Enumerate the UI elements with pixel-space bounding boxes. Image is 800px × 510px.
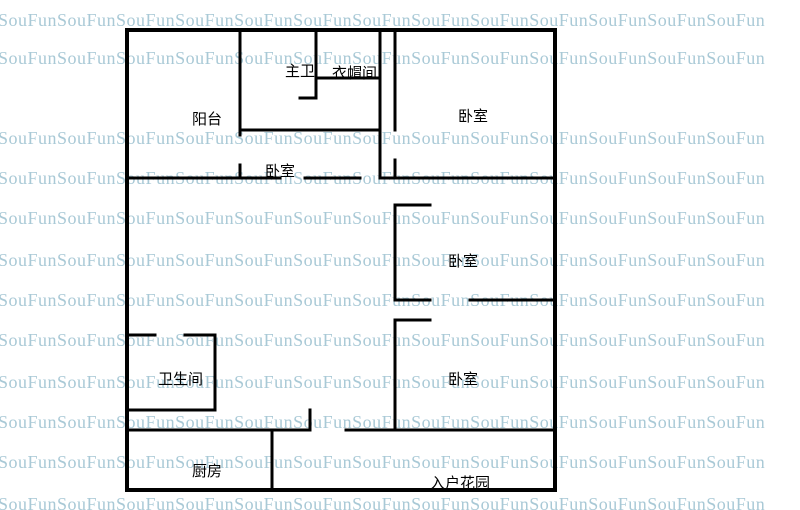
floorplan-svg xyxy=(0,0,800,510)
